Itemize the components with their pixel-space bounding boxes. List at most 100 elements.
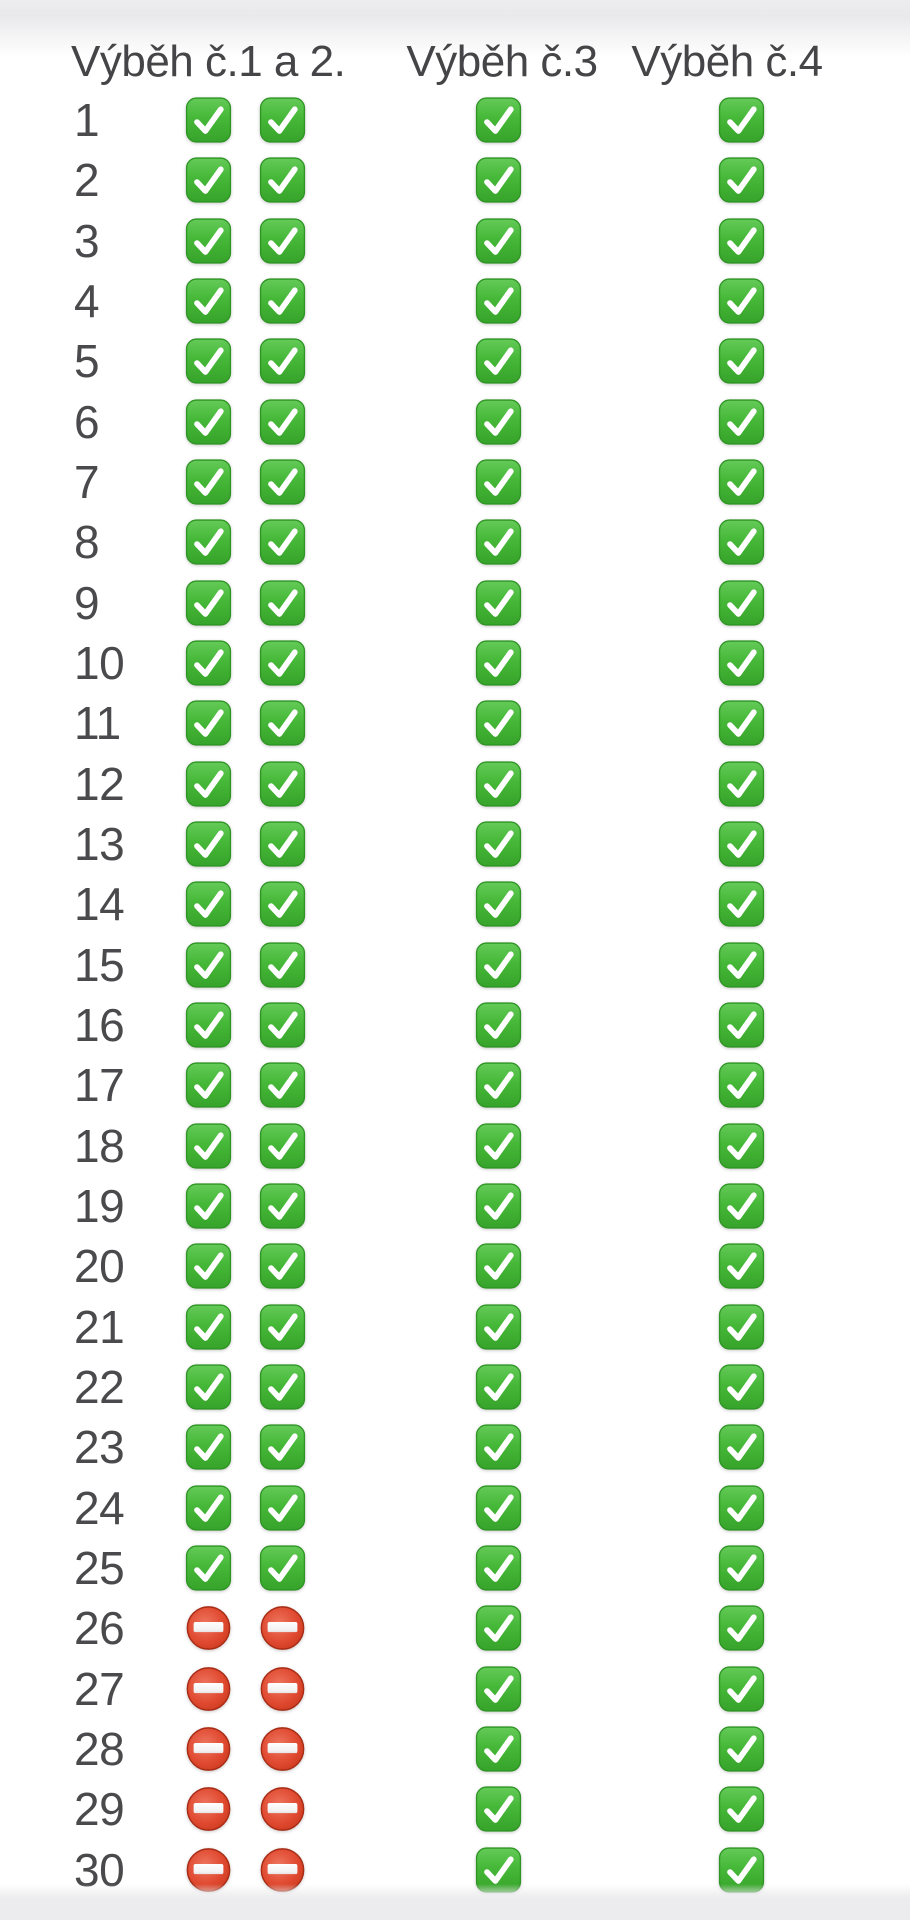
check-emoji-icon [185,519,232,566]
table-row: 10 [0,633,910,693]
pen-3-status-cell [475,700,522,747]
pen-1-2-status-cell [185,1122,306,1169]
pen-4-status-cell [718,579,765,626]
check-emoji-icon [475,1122,522,1169]
check-emoji-icon [185,278,232,325]
pen-4-status-cell [718,1424,765,1471]
check-emoji-icon [259,941,306,988]
table-row: 3 [0,211,910,271]
table-row: 6 [0,392,910,452]
check-emoji-icon [475,157,522,204]
check-emoji-icon [718,1062,765,1109]
no-entry-emoji-icon [259,1846,306,1893]
no-entry-emoji-icon [259,1665,306,1712]
check-emoji-icon [475,398,522,445]
check-emoji-icon [185,217,232,264]
check-emoji-icon [475,881,522,928]
pen-4-status-cell [718,1605,765,1652]
pen-3-status-cell [475,217,522,264]
check-emoji-icon [185,1484,232,1531]
check-emoji-icon [185,157,232,204]
no-entry-emoji-icon [185,1786,232,1833]
check-emoji-icon [718,579,765,626]
pen-4-status-cell [718,1484,765,1531]
pen-1-2-status-cell [185,1303,306,1350]
check-emoji-icon [718,1002,765,1049]
check-emoji-icon [718,459,765,506]
pen-3-status-cell [475,1605,522,1652]
table-row: 19 [0,1176,910,1236]
check-emoji-icon [718,1545,765,1592]
check-emoji-icon [475,941,522,988]
pen-1-2-status-cell [185,941,306,988]
check-emoji-icon [475,1002,522,1049]
pen-1-2-status-cell [185,338,306,385]
no-entry-emoji-icon [185,1605,232,1652]
pen-3-status-cell [475,941,522,988]
check-emoji-icon [475,1545,522,1592]
row-number: 6 [74,395,100,448]
pen-1-2-status-cell [185,217,306,264]
pen-1-2-status-cell [185,1002,306,1049]
pen-4-status-cell [718,1183,765,1230]
pen-1-2-status-cell [185,1364,306,1411]
check-emoji-icon [259,217,306,264]
check-emoji-icon [475,1303,522,1350]
pen-1-2-status-cell [185,1062,306,1109]
table-row: 23 [0,1417,910,1477]
table-row: 11 [0,693,910,753]
check-emoji-icon [475,821,522,868]
pen-3-status-cell [475,1545,522,1592]
pen-3-status-cell [475,338,522,385]
pen-1-2-status-cell [185,700,306,747]
pen-1-2-status-cell [185,1726,306,1773]
check-emoji-icon [718,1726,765,1773]
check-emoji-icon [475,1786,522,1833]
check-emoji-icon [475,640,522,687]
check-emoji-icon [259,398,306,445]
check-emoji-icon [718,1665,765,1712]
table-row: 27 [0,1659,910,1719]
check-emoji-icon [259,881,306,928]
check-emoji-icon [185,1122,232,1169]
table-row: 17 [0,1055,910,1115]
pen-4-status-cell [718,1665,765,1712]
table-row: 16 [0,995,910,1055]
check-emoji-icon [259,1364,306,1411]
check-emoji-icon [259,579,306,626]
row-number: 11 [74,697,121,750]
pen-1-2-status-cell [185,459,306,506]
pen-3-status-cell [475,1183,522,1230]
pen-4-status-cell [718,157,765,204]
row-number: 26 [74,1602,125,1655]
check-emoji-icon [475,1726,522,1773]
check-emoji-icon [185,881,232,928]
check-emoji-icon [718,1846,765,1893]
pen-4-status-cell [718,1726,765,1773]
check-emoji-icon [475,1665,522,1712]
table-row: 29 [0,1779,910,1839]
pen-3-status-cell [475,157,522,204]
pen-3-status-cell [475,1002,522,1049]
pen-1-2-status-cell [185,157,306,204]
no-entry-emoji-icon [185,1726,232,1773]
check-emoji-icon [185,1303,232,1350]
pen-4-status-cell [718,97,765,144]
table-row: 21 [0,1297,910,1357]
check-emoji-icon [259,821,306,868]
check-emoji-icon [185,459,232,506]
check-emoji-icon [185,398,232,445]
pen-4-status-cell [718,398,765,445]
check-emoji-icon [259,97,306,144]
column-header-pen-3: Výběh č.3 [406,37,598,86]
pen-4-status-cell [718,1545,765,1592]
column-header-pen-4: Výběh č.4 [631,37,823,86]
pen-1-2-status-cell [185,760,306,807]
row-number: 2 [74,154,100,207]
check-emoji-icon [475,1243,522,1290]
pen-4-status-cell [718,1062,765,1109]
row-number: 9 [74,576,100,629]
check-emoji-icon [718,97,765,144]
pen-3-status-cell [475,760,522,807]
